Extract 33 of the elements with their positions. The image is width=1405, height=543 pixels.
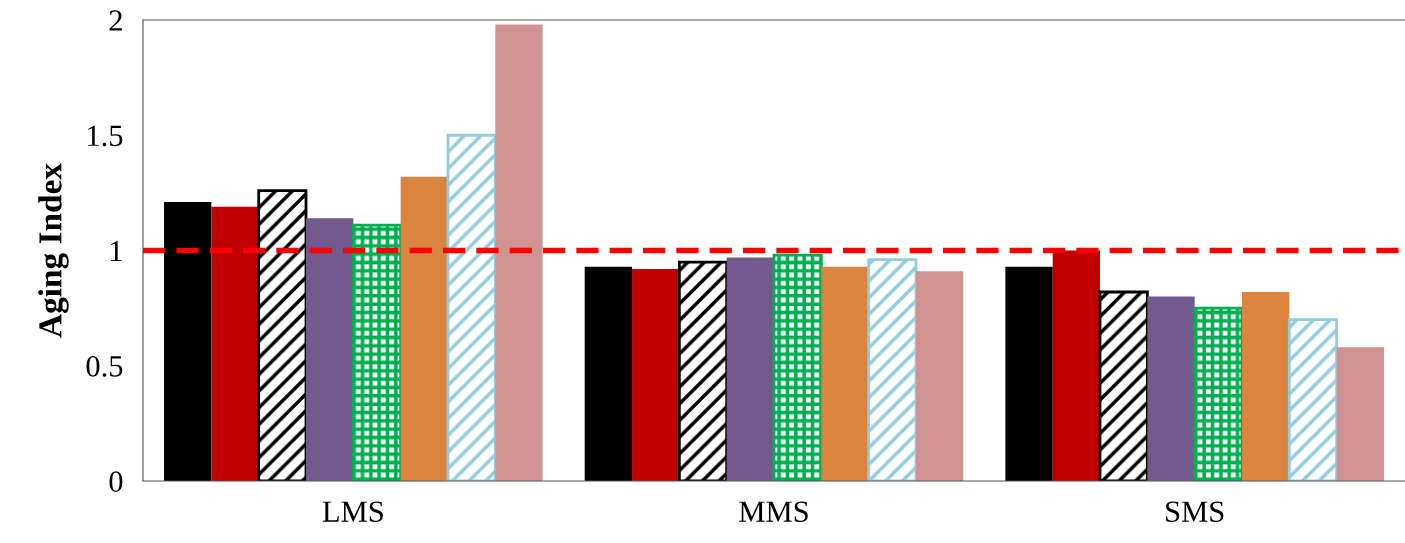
bar bbox=[400, 176, 448, 481]
bar bbox=[1147, 296, 1195, 481]
bar bbox=[677, 260, 729, 481]
bar bbox=[1005, 266, 1053, 481]
bar bbox=[306, 218, 354, 481]
y-tick-label: 1.5 bbox=[88, 125, 123, 147]
bar bbox=[821, 266, 869, 481]
bar bbox=[584, 266, 633, 481]
bar bbox=[164, 202, 212, 481]
bar bbox=[351, 223, 403, 481]
y-tick-label: 2 bbox=[109, 10, 122, 31]
bar bbox=[1336, 347, 1384, 481]
bar bbox=[1241, 291, 1290, 481]
bar bbox=[1193, 306, 1244, 481]
bar bbox=[257, 189, 308, 481]
x-tick-label: MMS bbox=[739, 501, 808, 522]
y-tick-label: 0.5 bbox=[86, 356, 123, 377]
bar bbox=[632, 268, 680, 481]
bar bbox=[867, 258, 918, 481]
bar bbox=[211, 206, 259, 481]
bar bbox=[772, 253, 823, 481]
bar bbox=[726, 257, 774, 481]
bar bbox=[495, 24, 543, 481]
bar bbox=[1287, 318, 1339, 481]
x-tick-label: LMS bbox=[322, 501, 383, 522]
bar bbox=[1052, 250, 1101, 481]
y-axis-title: Aging Index bbox=[38, 163, 69, 338]
x-tick-label: SMS bbox=[1166, 501, 1224, 522]
bar bbox=[446, 133, 497, 481]
y-tick-label: 0 bbox=[109, 471, 123, 492]
y-tick-label: 1 bbox=[110, 240, 122, 262]
bar bbox=[1098, 290, 1149, 481]
bar bbox=[915, 271, 964, 481]
